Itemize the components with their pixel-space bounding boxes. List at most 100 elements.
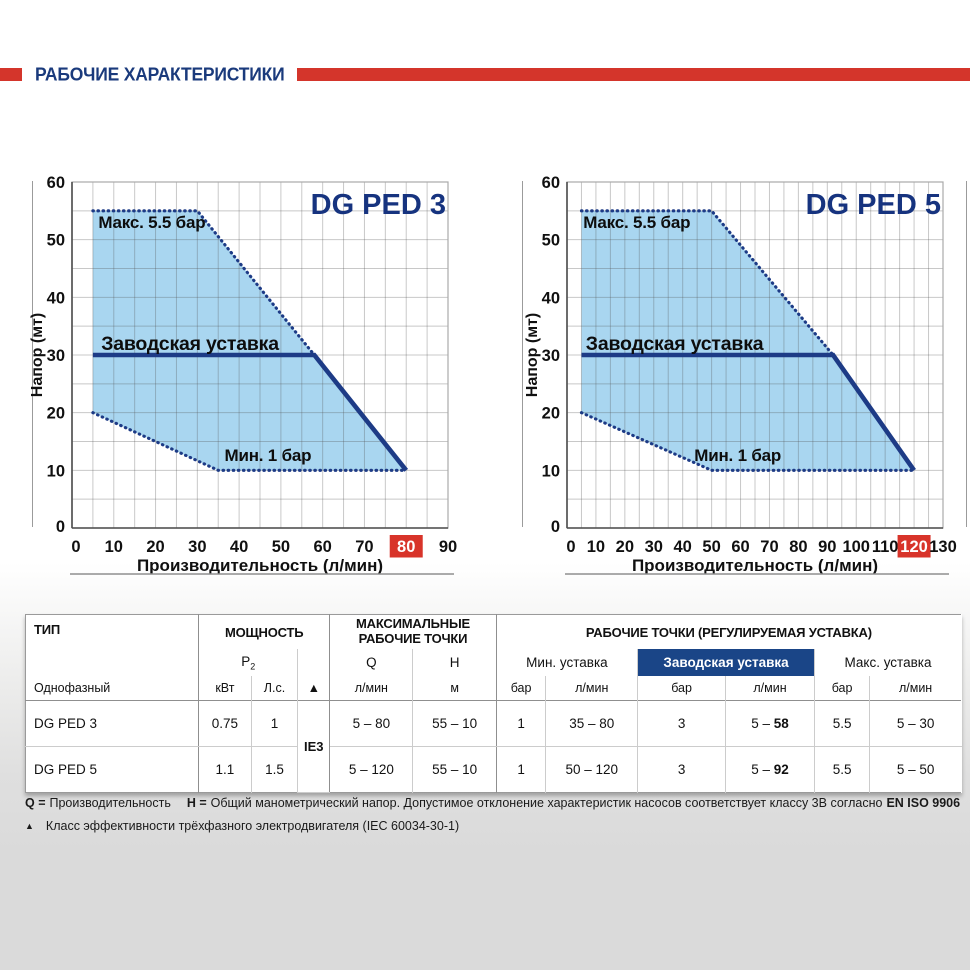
y-tick-label: 0 — [56, 518, 65, 536]
pump-curve-chart: 0 10 20 30 40 50 60 0 10 20 30 40 50 60 70 80 90 100 110 12… — [524, 174, 957, 575]
col-header-power: МОЩНОСТЬ — [198, 614, 331, 649]
x-tick-label: 20 — [146, 538, 164, 556]
unit-flow: л/мин — [329, 676, 414, 701]
annotation-limit: Макс. 5.5 бар — [98, 213, 205, 232]
chart-dg-ped-5: 0 10 20 30 40 50 60 0 10 20 30 40 50 60 70 80 90 100 110 12… — [524, 168, 965, 580]
pump-model: DG PED 3 — [25, 700, 200, 747]
y-tick-label: 20 — [542, 405, 560, 423]
chart-title: DG PED 5 — [806, 189, 941, 221]
x-tick-label: 0 — [566, 538, 575, 556]
y-tick-label: 30 — [47, 347, 65, 365]
triangle-icon: ▲ — [297, 676, 331, 701]
efficiency-class: IE3 — [297, 700, 331, 793]
col-header-triangle-spacer — [297, 649, 331, 676]
section-header: РАБОЧИЕ ХАРАКТЕРИСТИКИ — [0, 63, 970, 85]
power-hp: 1.5 — [251, 746, 299, 793]
y-tick-label: 30 — [542, 347, 560, 365]
y-tick-label: 60 — [47, 174, 65, 192]
unit-flow-min: л/мин — [545, 676, 639, 701]
col-header-max-setting: Макс. уставка — [844, 655, 932, 670]
x-tick-label: 100 — [842, 538, 870, 556]
y-tick-label: 50 — [47, 232, 65, 250]
col-header-working-points: РАБОЧИЕ ТОЧКИ (РЕГУЛИРУЕМАЯ УСТАВКА) — [585, 624, 872, 640]
q-range: 5 – 80 — [329, 700, 414, 747]
x-tick-label: 60 — [313, 538, 331, 556]
highlighted-tick-bg — [897, 535, 931, 558]
power-hp: 1 — [251, 700, 299, 747]
x-tick-label: 40 — [230, 538, 248, 556]
section-title: РАБОЧИЕ ХАРАКТЕРИСТИКИ — [35, 63, 285, 85]
x-tick-label: 60 — [731, 538, 749, 556]
x-axis-title: Производительность (л/мин) — [137, 556, 383, 575]
table-row: DG PED 3 0.75 1 IE3 5 – 80 55 – 10 1 35 … — [25, 700, 962, 793]
pump-model: DG PED 5 — [25, 746, 200, 793]
x-tick-label: 80 — [789, 538, 807, 556]
col-header-min-setting: Мин. уставка — [496, 649, 639, 676]
min-flow: 35 – 80 — [545, 700, 639, 747]
power-kw: 1.1 — [198, 746, 252, 793]
triangle-icon: ▲ — [25, 821, 34, 831]
x-tick-label: 40 — [674, 538, 692, 556]
x-tick-label: 30 — [645, 538, 663, 556]
max-bar: 5.5 — [814, 700, 871, 747]
y-tick-label: 40 — [542, 289, 560, 307]
annotation-limit: Макс. 5.5 бар — [583, 213, 690, 232]
unit-hp: Л.с. — [251, 676, 299, 701]
column-divider — [966, 181, 967, 527]
unit-flow-factory: л/мин — [725, 676, 815, 701]
spec-table: ТИП МОЩНОСТЬ МАКСИМАЛЬНЫЕ РАБОЧИЕ ТОЧКИ … — [25, 614, 962, 793]
column-divider — [522, 181, 523, 527]
factory-bar: 3 — [637, 700, 727, 747]
x-tick-label-highlighted: 80 — [397, 538, 415, 556]
y-tick-label: 50 — [542, 232, 560, 250]
pump-curve-chart: 0 10 20 30 40 50 60 0 10 20 30 40 50 60 70 80 90 DG PED 3… — [29, 174, 457, 575]
x-tick-label: 50 — [272, 538, 290, 556]
col-header-q: Q — [329, 649, 414, 676]
annotation-limit: Мин. 1 бар — [224, 446, 311, 465]
x-tick-label: 110 — [872, 538, 899, 556]
col-header-type: ТИП — [25, 614, 200, 676]
y-tick-label: 10 — [542, 462, 560, 480]
y-tick-label: 20 — [47, 405, 65, 423]
min-bar: 1 — [496, 746, 547, 793]
unit-flow-max: л/мин — [898, 681, 933, 695]
x-tick-label: 30 — [188, 538, 206, 556]
y-tick-label: 40 — [47, 289, 65, 307]
y-tick-label: 10 — [47, 462, 65, 480]
footnote-legend: Q = Производительность H = Общий манометрич… — [25, 796, 961, 810]
column-divider — [32, 181, 33, 527]
unit-head: м — [412, 676, 497, 701]
unit-kw: кВт — [198, 676, 252, 701]
footnote-efficiency: ▲ Класс эффективности трёхфазного электро… — [25, 819, 460, 833]
x-tick-label-highlighted: 120 — [900, 538, 928, 556]
table-row: DG PED 5 1.1 1.5 5 – 120 55 – 10 1 50 – … — [25, 746, 962, 793]
y-axis-title: Напор (мт) — [30, 313, 46, 397]
x-tick-label: 10 — [105, 538, 123, 556]
x-tick-label: 0 — [71, 538, 80, 556]
y-tick-label: 0 — [551, 518, 560, 536]
x-tick-label: 90 — [439, 538, 457, 556]
x-tick-label: 50 — [702, 538, 720, 556]
h-range: 55 – 10 — [412, 700, 497, 747]
highlighted-tick-bg — [389, 535, 423, 558]
min-bar: 1 — [496, 700, 547, 747]
factory-bar: 3 — [637, 746, 727, 793]
max-flow: 5 – 30 — [869, 700, 962, 747]
y-axis-title: Напор (мт) — [525, 313, 541, 397]
unit-bar-max: бар — [814, 676, 871, 701]
red-rule — [296, 68, 970, 81]
unit-bar-factory: бар — [637, 676, 727, 701]
col-header-max-points: МАКСИМАЛЬНЫЕ РАБОЧИЕ ТОЧКИ — [329, 614, 497, 649]
x-tick-label: 130 — [929, 538, 957, 556]
col-header-factory-setting: Заводская уставка — [637, 649, 815, 676]
power-kw: 0.75 — [198, 700, 252, 747]
x-tick-label: 70 — [355, 538, 373, 556]
h-range: 55 – 10 — [412, 746, 497, 793]
col-header-phase: Однофазный — [25, 676, 200, 701]
unit-bar-min: бар — [496, 676, 547, 701]
factory-flow: 5 – 58 — [725, 700, 815, 747]
max-flow: 5 – 50 — [896, 762, 935, 777]
x-tick-label: 20 — [616, 538, 634, 556]
x-tick-label: 10 — [587, 538, 605, 556]
